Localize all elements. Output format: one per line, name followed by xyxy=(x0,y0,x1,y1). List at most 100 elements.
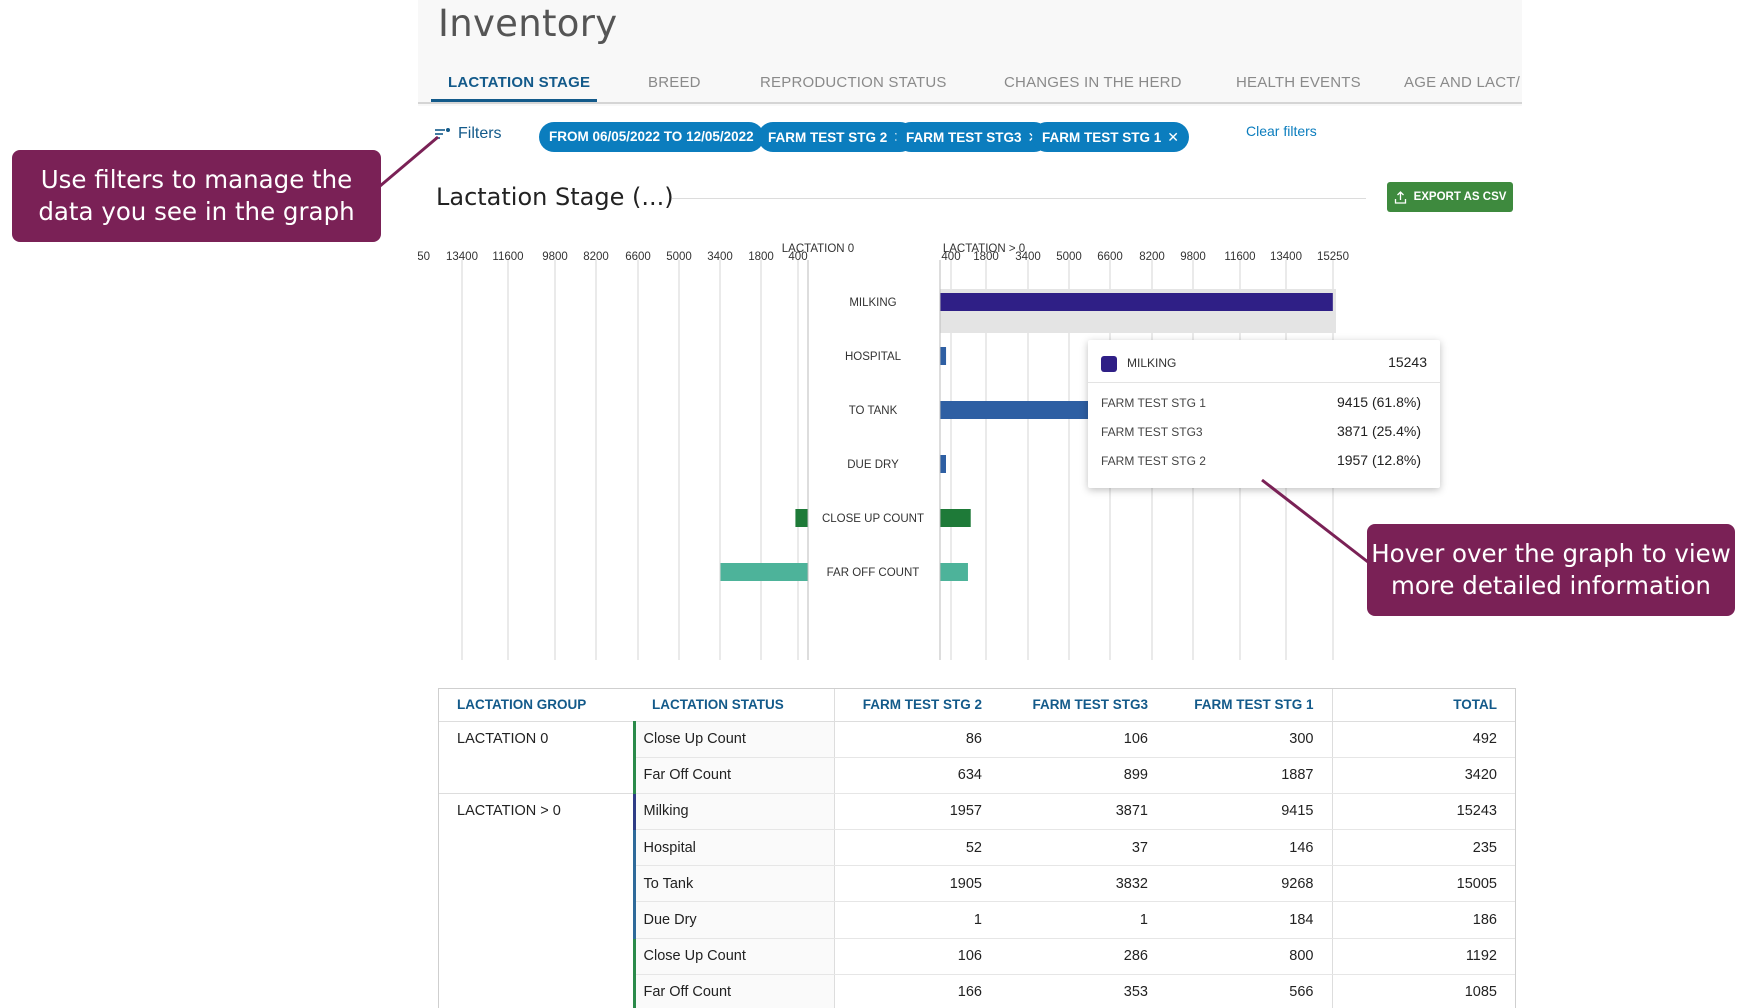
col-header-total[interactable]: TOTAL xyxy=(1331,689,1515,722)
col-header-lactation-group[interactable]: LACTATION GROUP xyxy=(439,689,634,722)
filter-chip-date-range[interactable]: FROM 06/05/2022 TO 12/05/2022 xyxy=(539,122,764,152)
filter-chip-label: FARM TEST STG3 xyxy=(906,130,1022,145)
category-label: HOSPITAL xyxy=(845,351,902,363)
tab-age-and-lactation[interactable]: AGE AND LACT/ xyxy=(1404,74,1520,91)
tooltip-row-value: 1957 (12.8%) xyxy=(1336,452,1421,468)
clear-filters-link[interactable]: Clear filters xyxy=(1246,123,1317,139)
filter-chip-farm-test-stg-1[interactable]: FARM TEST STG 1 ✕ xyxy=(1032,122,1189,152)
table-row: Close Up Count 106 286 800 1192 xyxy=(439,938,1515,975)
tooltip-row: FARM TEST STG 2 1957 (12.8%) xyxy=(1101,450,1427,472)
status-cell: Hospital xyxy=(632,829,834,867)
value-cell: 52 xyxy=(833,829,1000,867)
tooltip-row-name: FARM TEST STG 1 xyxy=(1101,396,1206,410)
col-header-farm-test-stg-1[interactable]: FARM TEST STG 1 xyxy=(1166,689,1332,722)
value-cell: 286 xyxy=(1000,938,1166,975)
col-header-lactation-status[interactable]: LACTATION STATUS xyxy=(634,689,834,722)
filter-chip-label: FROM 06/05/2022 TO 12/05/2022 xyxy=(549,129,754,144)
value-cell: 1 xyxy=(833,901,1000,939)
category-label: CLOSE UP COUNT xyxy=(822,513,924,525)
total-cell: 235 xyxy=(1331,829,1515,867)
value-cell: 3871 xyxy=(1000,793,1166,831)
export-csv-button[interactable]: EXPORT AS CSV xyxy=(1387,182,1513,212)
category-label: FAR OFF COUNT xyxy=(827,567,920,579)
table-row: To Tank 1905 3832 9268 15005 xyxy=(439,865,1515,903)
x-tick-label: 11600 xyxy=(492,251,523,263)
tab-reproduction-status[interactable]: REPRODUCTION STATUS xyxy=(760,74,947,91)
table-row: LACTATION > 0 Milking 1957 3871 9415 152… xyxy=(439,793,1515,831)
bar-lactation-gt-0-hospital xyxy=(940,347,947,365)
export-csv-label: EXPORT AS CSV xyxy=(1413,191,1507,203)
chart-tooltip: MILKING 15243 FARM TEST STG 1 9415 (61.8… xyxy=(1088,340,1440,488)
bar-lactation-gt-0-close-up-count xyxy=(940,509,971,527)
value-cell: 37 xyxy=(1000,829,1166,867)
x-tick-label: 11600 xyxy=(1224,251,1255,263)
tab-lactation-stage[interactable]: LACTATION STAGE xyxy=(448,74,591,91)
x-tick-label: 15250 xyxy=(418,251,430,263)
x-tick-label: 8200 xyxy=(1139,251,1165,263)
bar-lactation-0-far-off-count xyxy=(720,563,808,581)
tab-breed[interactable]: BREED xyxy=(648,74,701,91)
upload-icon xyxy=(1394,190,1406,204)
x-tick-label: 8200 xyxy=(583,251,609,263)
value-cell: 86 xyxy=(833,721,1000,758)
filter-chip-farm-test-stg3[interactable]: FARM TEST STG3✕ xyxy=(896,122,1050,152)
x-tick-label: 3400 xyxy=(1015,251,1041,263)
status-cell: To Tank xyxy=(632,865,834,903)
lactation-table: LACTATION GROUP LACTATION STATUS FARM TE… xyxy=(438,688,1516,1008)
panel-title-lactation-0: LACTATION 0 xyxy=(782,243,854,255)
table-row: Due Dry 1 1 184 186 xyxy=(439,901,1515,939)
tab-health-events[interactable]: HEALTH EVENTS xyxy=(1236,74,1361,91)
x-tick-label: 1800 xyxy=(748,251,774,263)
value-cell: 1957 xyxy=(833,793,1000,831)
group-cell-lactation-0: LACTATION 0 xyxy=(457,730,549,747)
value-cell: 800 xyxy=(1166,938,1332,975)
section-title: Lactation Stage (...) xyxy=(436,183,674,211)
x-tick-label: 6600 xyxy=(625,251,651,263)
category-label: DUE DRY xyxy=(847,459,899,471)
x-tick-label: 15250 xyxy=(1317,251,1349,263)
tooltip-color-swatch xyxy=(1101,356,1117,372)
tooltip-total: 15243 xyxy=(1388,354,1427,370)
panel-title-lactation-gt-0: LACTATION > 0 xyxy=(943,243,1025,255)
value-cell: 1 xyxy=(1000,901,1166,939)
table-row: LACTATION 0 Close Up Count 86 106 300 49… xyxy=(439,721,1515,758)
filters-button[interactable]: Filters xyxy=(434,122,502,146)
tooltip-series-name: MILKING xyxy=(1127,356,1177,370)
x-tick-label: 9800 xyxy=(1180,251,1206,263)
status-cell: Close Up Count xyxy=(632,938,834,975)
value-cell: 184 xyxy=(1166,901,1332,939)
value-cell: 106 xyxy=(1000,721,1166,758)
tooltip-row: FARM TEST STG 1 9415 (61.8%) xyxy=(1101,392,1427,414)
tab-changes-in-the-herd[interactable]: CHANGES IN THE HERD xyxy=(1004,74,1182,91)
col-header-farm-test-stg3[interactable]: FARM TEST STG3 xyxy=(1000,689,1166,722)
status-cell: Far Off Count xyxy=(632,974,834,1008)
tooltip-row-name: FARM TEST STG 2 xyxy=(1101,454,1206,468)
page-title: Inventory xyxy=(438,2,618,45)
table-row: Far Off Count 166 353 566 1085 xyxy=(439,974,1515,1008)
filter-chip-label: FARM TEST STG 2 xyxy=(768,130,888,145)
close-icon[interactable]: ✕ xyxy=(1167,129,1179,145)
tooltip-row: FARM TEST STG3 3871 (25.4%) xyxy=(1101,421,1427,443)
value-cell: 146 xyxy=(1166,829,1332,867)
total-cell: 1085 xyxy=(1331,974,1515,1008)
category-label: TO TANK xyxy=(849,405,898,417)
status-cell: Far Off Count xyxy=(632,757,834,794)
bar-lactation-gt-0-milking xyxy=(940,293,1333,311)
page-header: Inventory LACTATION STAGE BREED REPRODUC… xyxy=(418,0,1522,106)
x-tick-label: 400 xyxy=(788,251,807,263)
total-cell: 492 xyxy=(1331,721,1515,758)
tooltip-row-value: 3871 (25.4%) xyxy=(1336,423,1421,439)
x-tick-label: 9800 xyxy=(542,251,568,263)
tooltip-row-name: FARM TEST STG3 xyxy=(1101,425,1203,439)
table-header-row: LACTATION GROUP LACTATION STATUS FARM TE… xyxy=(439,689,1515,722)
col-header-farm-test-stg-2[interactable]: FARM TEST STG 2 xyxy=(833,689,1000,722)
filter-chip-farm-test-stg-2[interactable]: FARM TEST STG 2✕ xyxy=(758,122,915,152)
total-cell: 186 xyxy=(1331,901,1515,939)
status-cell: Milking xyxy=(632,793,834,831)
filters-label: Filters xyxy=(458,125,502,142)
category-label: MILKING xyxy=(849,297,896,309)
total-cell: 1192 xyxy=(1331,938,1515,975)
hover-callout: Hover over the graph to view more detail… xyxy=(1367,524,1735,616)
value-cell: 9268 xyxy=(1166,865,1332,903)
value-cell: 9415 xyxy=(1166,793,1332,831)
